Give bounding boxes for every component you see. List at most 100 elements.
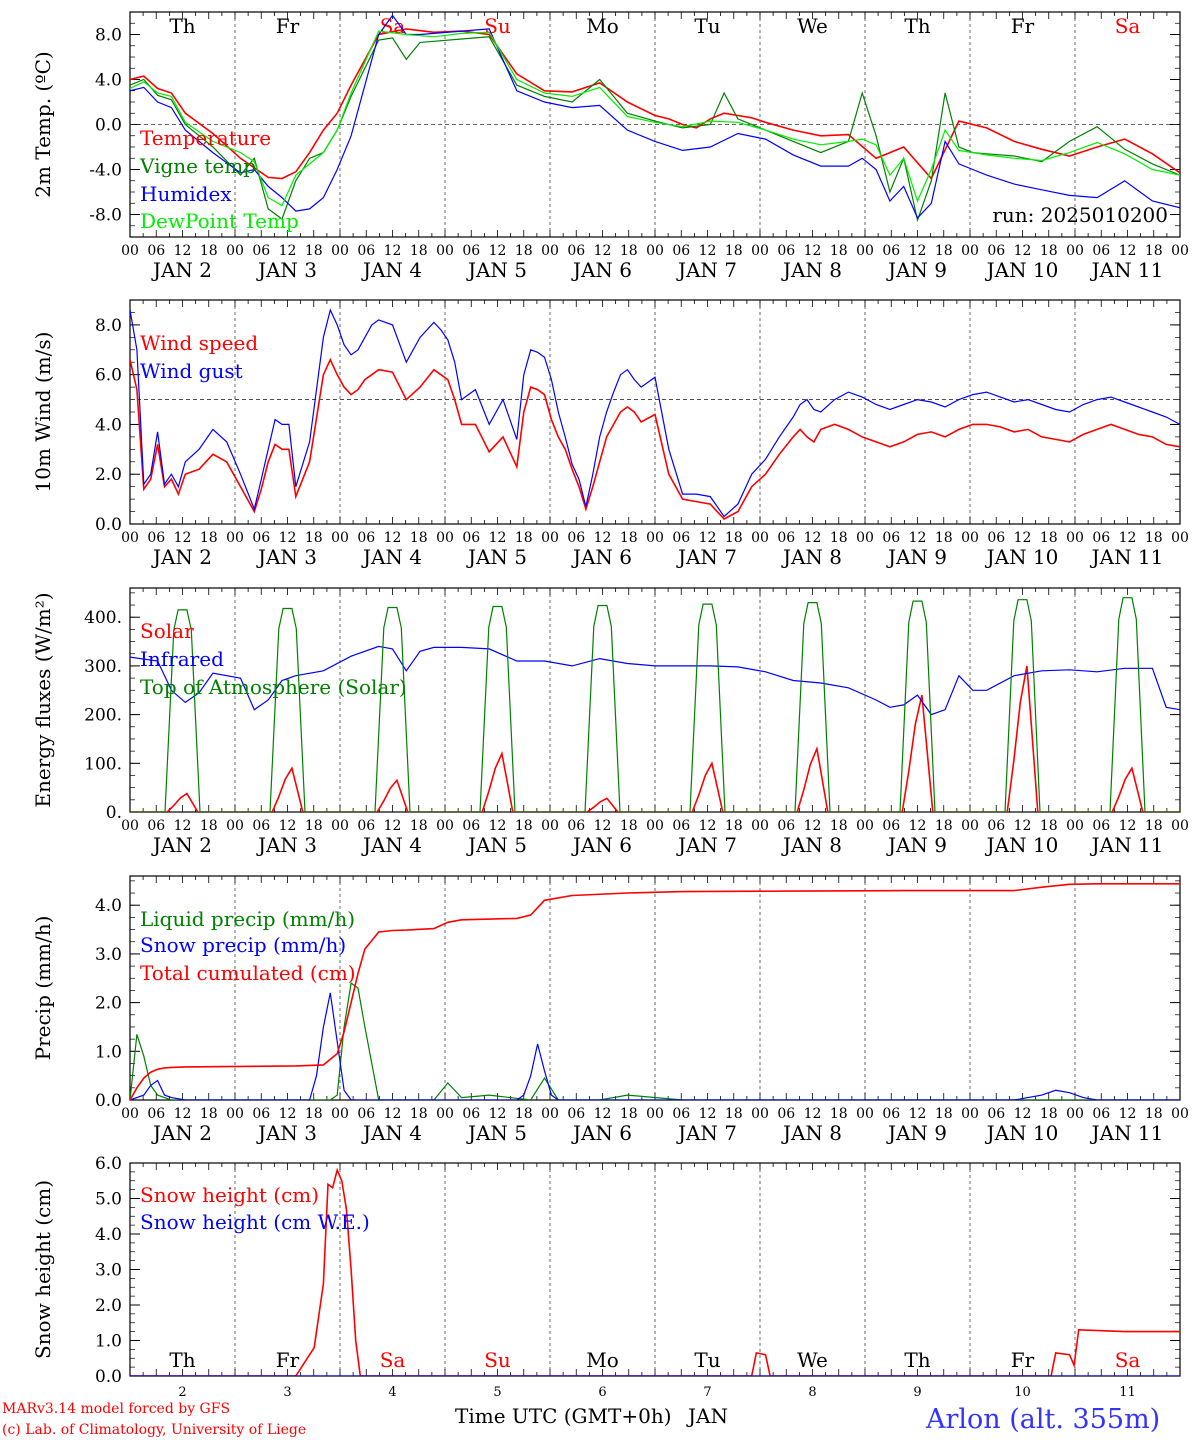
- hour-label: 18: [830, 243, 848, 259]
- hour-label: 12: [174, 818, 192, 834]
- date-label: JAN 2: [151, 1121, 212, 1145]
- date-label: JAN 8: [781, 833, 842, 857]
- date-label: JAN 4: [361, 1121, 422, 1145]
- series-line-temperature: [130, 28, 1180, 180]
- series-group: [130, 597, 1180, 812]
- hour-label: 00: [121, 530, 139, 546]
- hour-label: 00: [646, 818, 664, 834]
- hour-label: 12: [279, 530, 297, 546]
- hour-label: 18: [410, 1106, 428, 1122]
- y-tick-label: 0.: [106, 803, 122, 823]
- day-number: 2: [178, 1385, 186, 1400]
- hour-label: 18: [200, 243, 218, 259]
- y-tick-label: 6.0: [95, 1154, 122, 1174]
- day-name: Sa: [380, 1348, 406, 1372]
- panel-temp: -8.0-4.00.04.08.02m Temp. (ºC)Th Fr Sa Su Mo…: [31, 11, 1189, 282]
- series-line-vigne-temp: [130, 36, 1180, 223]
- hour-label: 06: [987, 530, 1005, 546]
- hour-label: 06: [252, 243, 270, 259]
- legend-entry: Vigne temp: [139, 154, 256, 178]
- y-tick-label: 300.: [84, 657, 122, 677]
- date-label: JAN 5: [466, 1121, 527, 1145]
- hour-label: 06: [1092, 818, 1110, 834]
- hour-label: 12: [909, 530, 927, 546]
- hour-label: 12: [1014, 243, 1032, 259]
- date-label: JAN 3: [256, 258, 317, 282]
- series-line-solar: [130, 665, 1180, 812]
- y-tick-label: 8.0: [95, 26, 122, 46]
- hour-label: 00: [1066, 243, 1084, 259]
- hour-label: 12: [804, 530, 822, 546]
- hour-label: 00: [541, 1106, 559, 1122]
- hour-label: 06: [777, 243, 795, 259]
- hour-label: 00: [961, 1106, 979, 1122]
- date-label: JAN 11: [1090, 258, 1164, 282]
- day-name: Th: [169, 14, 195, 38]
- hour-label: 06: [1092, 530, 1110, 546]
- date-label: JAN 11: [1090, 1121, 1164, 1145]
- day-name: We: [797, 1348, 828, 1372]
- series-line-dewpoint-temp: [130, 30, 1180, 207]
- date-label: JAN 7: [676, 258, 737, 282]
- hour-label: 00: [646, 530, 664, 546]
- hour-label: 06: [357, 243, 375, 259]
- legend-entry: Wind gust: [140, 359, 243, 383]
- date-label: JAN 2: [151, 545, 212, 569]
- hour-label: 06: [147, 243, 165, 259]
- y-tick-label: 6.0: [95, 366, 122, 386]
- day-name: Th: [904, 14, 930, 38]
- hour-label: 18: [305, 530, 323, 546]
- hour-label: 18: [1040, 1106, 1058, 1122]
- hour-label: 18: [725, 1106, 743, 1122]
- date-label: JAN 5: [466, 258, 527, 282]
- hour-label: 12: [594, 818, 612, 834]
- date-label: JAN 6: [571, 258, 632, 282]
- hour-label: 00: [961, 818, 979, 834]
- hour-label: 06: [882, 1106, 900, 1122]
- hour-label: 00: [121, 1106, 139, 1122]
- hour-label: 12: [909, 243, 927, 259]
- day-number: 3: [283, 1385, 291, 1400]
- hour-label: 18: [305, 1106, 323, 1122]
- day-name: Fr: [1011, 1348, 1035, 1372]
- y-tick-label: -4.0: [89, 161, 122, 181]
- day-name: Fr: [276, 14, 300, 38]
- hour-label: 12: [699, 1106, 717, 1122]
- legend-entry: Infrared: [140, 647, 224, 671]
- hour-label: 00: [226, 243, 244, 259]
- date-label: JAN 3: [256, 1121, 317, 1145]
- hour-label: 00: [226, 1106, 244, 1122]
- hour-label: 00: [121, 243, 139, 259]
- y-axis-label: Snow height (cm): [31, 1180, 55, 1359]
- hour-label: 12: [1119, 1106, 1137, 1122]
- x-axis-month: JAN: [686, 1404, 728, 1428]
- hour-label: 12: [594, 1106, 612, 1122]
- hour-label: 06: [357, 818, 375, 834]
- hour-label: 12: [384, 243, 402, 259]
- hour-label: 06: [1092, 1106, 1110, 1122]
- date-label: JAN 8: [781, 545, 842, 569]
- hour-label: 00: [1066, 530, 1084, 546]
- day-name: Mo: [586, 14, 619, 38]
- hour-label: 12: [384, 1106, 402, 1122]
- hour-label: 18: [830, 818, 848, 834]
- hour-label: 18: [1040, 530, 1058, 546]
- hour-label: 06: [777, 818, 795, 834]
- hour-label: 18: [935, 818, 953, 834]
- x-axis-label: Time UTC (GMT+0h): [455, 1404, 672, 1428]
- day-number: 5: [493, 1385, 501, 1400]
- date-label: JAN 9: [886, 1121, 947, 1145]
- hour-label: 00: [856, 530, 874, 546]
- day-number: 8: [808, 1385, 816, 1400]
- panel-snow: 0.0 1.0 2.0 3.0 4.0 5.0 6.0 Snow height (cm) Th F…: [31, 1154, 1181, 1400]
- y-tick-label: 3.0: [95, 1261, 122, 1281]
- date-label: JAN 5: [466, 833, 527, 857]
- hour-label: 12: [489, 243, 507, 259]
- hour-label: 00: [856, 1106, 874, 1122]
- hour-label: 18: [1145, 243, 1163, 259]
- y-tick-label: -8.0: [89, 206, 122, 226]
- hour-label: 06: [147, 530, 165, 546]
- hour-label: 12: [804, 1106, 822, 1122]
